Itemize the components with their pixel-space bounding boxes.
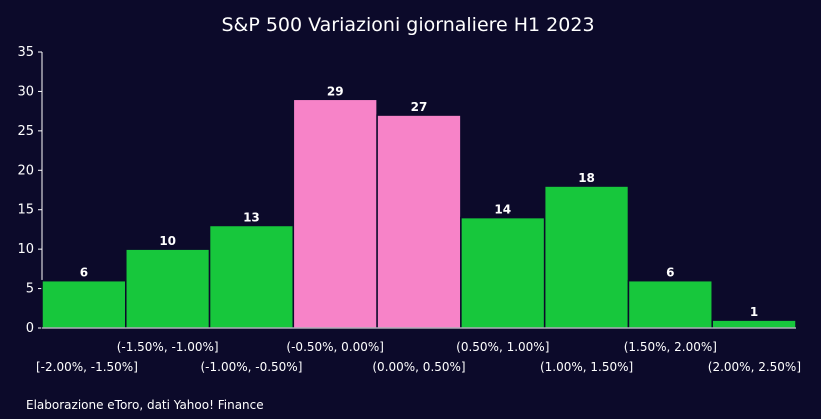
- histogram-bar: [543, 185, 630, 329]
- bar-value-label: 6: [80, 266, 88, 280]
- histogram-bar: [627, 279, 713, 329]
- x-tick-label: (2.00%, 2.50%]: [708, 360, 801, 374]
- x-tick-label: (0.00%, 0.50%]: [372, 360, 465, 374]
- y-tick-label: 0: [26, 321, 34, 336]
- x-tick-label: (-1.00%, -0.50%]: [200, 360, 302, 374]
- histogram-bar: [376, 114, 462, 329]
- bar-value-label: 10: [159, 234, 176, 248]
- bar-value-label: 14: [494, 203, 511, 217]
- chart-title: S&P 500 Variazioni giornaliere H1 2023: [221, 14, 594, 36]
- bar-value-label: 13: [243, 210, 260, 224]
- y-tick-label: 15: [17, 203, 34, 218]
- x-axis: [-2.00%, -1.50%] (-1.50%, -1.00%] (-1.00%,…: [36, 327, 801, 374]
- bar-value-label: 18: [578, 171, 595, 185]
- histogram-bar: [208, 224, 295, 329]
- y-axis: 0 5 10 15 20 25 30 35: [17, 45, 43, 336]
- x-tick-label: (1.00%, 1.50%]: [540, 360, 633, 374]
- x-tick-label: (-0.50%, 0.00%]: [286, 340, 384, 354]
- y-tick-label: 5: [26, 282, 34, 297]
- x-tick-label: (1.50%, 2.00%]: [624, 340, 717, 354]
- y-tick-label: 25: [17, 124, 34, 139]
- bar-value-label: 6: [666, 266, 674, 280]
- histogram-bar: [711, 319, 797, 329]
- histogram-bar: [41, 279, 127, 329]
- y-tick-label: 30: [17, 84, 34, 99]
- bars: 6 10 13 29 27 14 18 6 1: [41, 84, 797, 329]
- histogram-bar: [125, 248, 211, 329]
- histogram-bar: [460, 216, 546, 329]
- y-tick-label: 20: [17, 163, 34, 178]
- y-tick-label: 35: [17, 45, 34, 60]
- bar-value-label: 27: [411, 100, 428, 114]
- source-note: Elaborazione eToro, dati Yahoo! Finance: [26, 398, 264, 412]
- histogram-bar: [292, 98, 378, 329]
- x-tick-label: (0.50%, 1.00%]: [456, 340, 549, 354]
- x-tick-label: [-2.00%, -1.50%]: [36, 360, 138, 374]
- bar-value-label: 1: [750, 305, 758, 319]
- y-tick-label: 10: [17, 242, 34, 257]
- x-tick-label: (-1.50%, -1.00%]: [117, 340, 219, 354]
- bar-value-label: 29: [327, 84, 344, 98]
